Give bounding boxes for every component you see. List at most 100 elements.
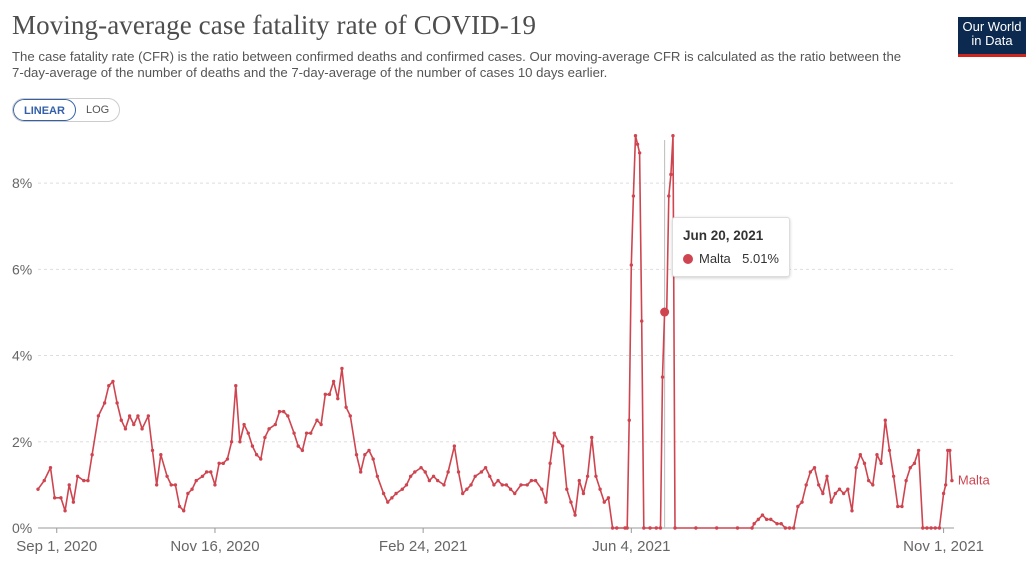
data-point (400, 487, 405, 491)
data-point (825, 474, 829, 478)
data-point (635, 142, 640, 147)
data-point (764, 517, 769, 522)
tooltip-date: Jun 20, 2021 (683, 228, 764, 243)
data-point (950, 478, 954, 483)
data-point (760, 513, 765, 517)
data-point (277, 409, 282, 414)
data-point (119, 418, 123, 422)
x-tick-label: Nov 1, 2021 (903, 538, 984, 555)
data-point (756, 517, 761, 522)
data-point (479, 470, 484, 474)
data-point (254, 453, 259, 457)
data-point (846, 487, 850, 491)
data-point (59, 496, 63, 500)
data-point (525, 483, 529, 487)
data-point (390, 496, 394, 500)
data-point (871, 483, 875, 487)
owid-logo[interactable]: Our World in Data (958, 17, 1026, 57)
data-point (169, 483, 173, 487)
logo-line-2: in Data (971, 33, 1013, 48)
data-point (182, 509, 186, 513)
data-point (615, 526, 619, 530)
data-point (427, 478, 432, 483)
data-point (190, 487, 194, 491)
data-point (504, 483, 509, 487)
data-point (792, 526, 796, 530)
data-point (82, 478, 86, 483)
data-point (186, 491, 190, 496)
data-point (67, 483, 71, 487)
data-point (436, 478, 440, 483)
data-point (96, 414, 101, 418)
data-point (633, 133, 638, 138)
data-point (648, 526, 652, 530)
chart-subtitle: The case fatality rate (CFR) is the rati… (12, 49, 902, 80)
data-point (419, 465, 423, 470)
data-point (883, 418, 887, 422)
data-point (115, 401, 119, 405)
data-point (273, 422, 278, 427)
data-point (340, 366, 344, 371)
data-point (891, 474, 896, 478)
data-point (850, 509, 854, 513)
data-point (132, 422, 136, 427)
data-point (667, 194, 671, 198)
data-point (887, 448, 892, 453)
data-point (63, 509, 67, 513)
data-point (594, 474, 598, 478)
data-point (404, 483, 409, 487)
hover-tooltip: Jun 20, 2021 Malta 5.01% (672, 217, 790, 277)
data-point (714, 526, 719, 530)
data-point (250, 444, 255, 448)
data-point (598, 487, 602, 491)
log-scale-button[interactable]: LOG (85, 104, 110, 116)
data-point (71, 500, 76, 504)
hover-point (660, 307, 670, 317)
data-point (267, 427, 271, 431)
data-point (933, 526, 937, 530)
data-point (837, 487, 842, 491)
data-point (200, 474, 205, 478)
data-point (581, 491, 586, 496)
data-point (916, 448, 921, 453)
data-point (42, 478, 46, 483)
data-point (52, 496, 57, 500)
data-point (533, 478, 538, 483)
data-point (787, 526, 792, 530)
data-point (669, 172, 673, 177)
data-point (456, 470, 461, 474)
data-point (783, 526, 788, 530)
data-point (300, 448, 305, 453)
data-point (606, 496, 611, 500)
data-point (446, 470, 450, 474)
data-point (808, 470, 813, 474)
data-point (75, 474, 80, 478)
data-point (804, 483, 808, 487)
data-point (423, 470, 427, 474)
data-point (500, 483, 504, 487)
data-point (442, 483, 446, 487)
data-point (560, 444, 565, 448)
data-point (111, 379, 115, 384)
data-point (752, 521, 756, 526)
data-point (862, 461, 867, 466)
data-point (496, 478, 500, 483)
data-point (488, 474, 492, 478)
data-point (694, 526, 698, 530)
data-point (296, 444, 300, 448)
data-point (654, 526, 658, 530)
linear-scale-button[interactable]: LINEAR (13, 99, 76, 121)
data-point (319, 422, 323, 427)
data-point (556, 440, 561, 444)
data-point (150, 448, 155, 453)
data-point (371, 457, 375, 461)
data-point (642, 526, 646, 530)
data-point (492, 483, 496, 487)
data-point (829, 500, 833, 504)
data-point (948, 448, 952, 453)
data-point (123, 427, 128, 431)
data-point (431, 474, 436, 478)
data-point (159, 453, 163, 457)
data-point (281, 409, 286, 414)
data-point (769, 517, 773, 522)
